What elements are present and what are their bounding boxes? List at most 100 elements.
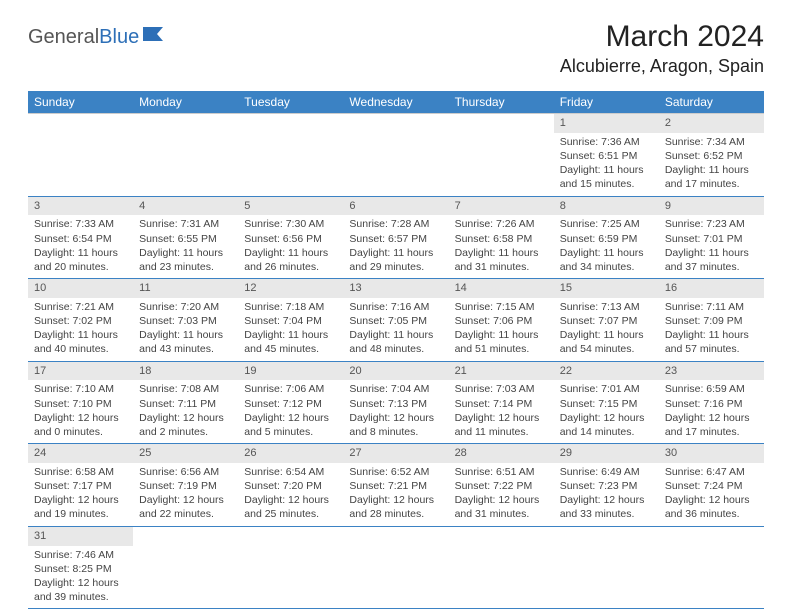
- daylight-line: Daylight: 11 hours and 23 minutes.: [139, 246, 232, 274]
- sunset-line: Sunset: 7:04 PM: [244, 314, 337, 328]
- sunset-line: Sunset: 7:15 PM: [560, 397, 653, 411]
- daylight-line: Daylight: 11 hours and 43 minutes.: [139, 328, 232, 356]
- daylight-line: Daylight: 11 hours and 26 minutes.: [244, 246, 337, 274]
- calendar-cell: 29 Sunrise: 6:49 AMSunset: 7:23 PMDayligh…: [554, 444, 659, 527]
- calendar-cell: 19Sunrise: 7:06 AMSunset: 7:12 PMDayligh…: [238, 361, 343, 444]
- sunset-line: Sunset: 6:56 PM: [244, 232, 337, 246]
- calendar-cell: 12 Sunrise: 7:18 AMSunset: 7:04 PMDayligh…: [238, 279, 343, 362]
- calendar-cell: 10Sunrise: 7:21 AMSunset: 7:02 PMDayligh…: [28, 279, 133, 362]
- sunset-line: Sunset: 7:06 PM: [455, 314, 548, 328]
- daylight-line: Daylight: 11 hours and 54 minutes.: [560, 328, 653, 356]
- day-content: Sunrise: 7:13 AMSunset: 7:07 PMDaylight:…: [554, 298, 659, 361]
- sunrise-line: Sunrise: 6:52 AM: [349, 465, 442, 479]
- day-number: 9: [659, 197, 764, 216]
- sunrise-line: Sunrise: 6:49 AM: [560, 465, 653, 479]
- calendar-cell: 21Sunrise: 7:03 AMSunset: 7:14 PMDayligh…: [449, 361, 554, 444]
- daylight-line: Daylight: 12 hours and 36 minutes.: [665, 493, 758, 521]
- calendar-cell: 18Sunrise: 7:08 AMSunset: 7:11 PMDayligh…: [133, 361, 238, 444]
- calendar-row: 3Sunrise: 7:33 AMSunset: 6:54 PMDaylight…: [28, 196, 764, 279]
- logo-text-2: Blue: [99, 26, 139, 49]
- day-number: 17: [28, 362, 133, 381]
- day-number: 12: [238, 279, 343, 298]
- day-number: 8: [554, 197, 659, 216]
- logo-text-1: General: [28, 26, 99, 49]
- day-number: 20: [343, 362, 448, 381]
- day-content: Sunrise: 7:15 AMSunset: 7:06 PMDaylight:…: [449, 298, 554, 361]
- logo-flag-icon: [143, 25, 169, 49]
- day-number: 19: [238, 362, 343, 381]
- month-title: March 2024: [560, 20, 764, 54]
- sunrise-line: Sunrise: 7:21 AM: [34, 300, 127, 314]
- calendar-cell: 17Sunrise: 7:10 AMSunset: 7:10 PMDayligh…: [28, 361, 133, 444]
- daylight-line: Daylight: 12 hours and 31 minutes.: [455, 493, 548, 521]
- day-number: 25: [133, 444, 238, 463]
- daylight-line: Daylight: 11 hours and 45 minutes.: [244, 328, 337, 356]
- sunrise-line: Sunrise: 7:30 AM: [244, 217, 337, 231]
- sunset-line: Sunset: 7:12 PM: [244, 397, 337, 411]
- daylight-line: Daylight: 11 hours and 48 minutes.: [349, 328, 442, 356]
- daylight-line: Daylight: 11 hours and 17 minutes.: [665, 163, 758, 191]
- day-header: Sunday: [28, 91, 133, 114]
- sunset-line: Sunset: 7:24 PM: [665, 479, 758, 493]
- calendar-cell: 7Sunrise: 7:26 AMSunset: 6:58 PMDaylight…: [449, 196, 554, 279]
- sunset-line: Sunset: 7:23 PM: [560, 479, 653, 493]
- calendar-cell: 9Sunrise: 7:23 AMSunset: 7:01 PMDaylight…: [659, 196, 764, 279]
- sunrise-line: Sunrise: 7:16 AM: [349, 300, 442, 314]
- day-number: 22: [554, 362, 659, 381]
- calendar-cell: 1Sunrise: 7:36 AMSunset: 6:51 PMDaylight…: [554, 114, 659, 197]
- sunrise-line: Sunrise: 7:03 AM: [455, 382, 548, 396]
- calendar-cell-empty: [133, 114, 238, 197]
- day-content: Sunrise: 7:01 AMSunset: 7:15 PMDaylight:…: [554, 380, 659, 443]
- sunset-line: Sunset: 7:20 PM: [244, 479, 337, 493]
- calendar-cell: 24Sunrise: 6:58 AMSunset: 7:17 PMDayligh…: [28, 444, 133, 527]
- day-content: Sunrise: 7:16 AMSunset: 7:05 PMDaylight:…: [343, 298, 448, 361]
- calendar-cell: 8Sunrise: 7:25 AMSunset: 6:59 PMDaylight…: [554, 196, 659, 279]
- daylight-line: Daylight: 12 hours and 33 minutes.: [560, 493, 653, 521]
- title-block: March 2024 Alcubierre, Aragon, Spain: [560, 20, 764, 77]
- day-content: Sunrise: 7:46 AMSunset: 8:25 PMDaylight:…: [28, 546, 133, 609]
- sunset-line: Sunset: 7:11 PM: [139, 397, 232, 411]
- day-number: 4: [133, 197, 238, 216]
- day-number: 10: [28, 279, 133, 298]
- calendar-cell-empty: [343, 526, 448, 609]
- day-number: 15: [554, 279, 659, 298]
- day-content: Sunrise: 7:25 AMSunset: 6:59 PMDaylight:…: [554, 215, 659, 278]
- calendar-body: 1Sunrise: 7:36 AMSunset: 6:51 PMDaylight…: [28, 114, 764, 609]
- calendar-cell: 25Sunrise: 6:56 AMSunset: 7:19 PMDayligh…: [133, 444, 238, 527]
- daylight-line: Daylight: 11 hours and 15 minutes.: [560, 163, 653, 191]
- sunset-line: Sunset: 7:07 PM: [560, 314, 653, 328]
- sunset-line: Sunset: 7:13 PM: [349, 397, 442, 411]
- day-content: Sunrise: 7:36 AMSunset: 6:51 PMDaylight:…: [554, 133, 659, 196]
- day-content: Sunrise: 7:34 AMSunset: 6:52 PMDaylight:…: [659, 133, 764, 196]
- sunrise-line: Sunrise: 6:51 AM: [455, 465, 548, 479]
- daylight-line: Daylight: 12 hours and 8 minutes.: [349, 411, 442, 439]
- day-content: Sunrise: 6:58 AMSunset: 7:17 PMDaylight:…: [28, 463, 133, 526]
- day-content: Sunrise: 6:52 AMSunset: 7:21 PMDaylight:…: [343, 463, 448, 526]
- sunrise-line: Sunrise: 7:13 AM: [560, 300, 653, 314]
- day-content: Sunrise: 7:30 AMSunset: 6:56 PMDaylight:…: [238, 215, 343, 278]
- sunset-line: Sunset: 6:51 PM: [560, 149, 653, 163]
- day-number: 29: [554, 444, 659, 463]
- location: Alcubierre, Aragon, Spain: [560, 56, 764, 77]
- day-content: Sunrise: 6:47 AMSunset: 7:24 PMDaylight:…: [659, 463, 764, 526]
- day-content: Sunrise: 7:03 AMSunset: 7:14 PMDaylight:…: [449, 380, 554, 443]
- day-header: Tuesday: [238, 91, 343, 114]
- sunrise-line: Sunrise: 7:18 AM: [244, 300, 337, 314]
- sunrise-line: Sunrise: 7:33 AM: [34, 217, 127, 231]
- calendar-row: 10Sunrise: 7:21 AMSunset: 7:02 PMDayligh…: [28, 279, 764, 362]
- day-content: Sunrise: 6:51 AMSunset: 7:22 PMDaylight:…: [449, 463, 554, 526]
- sunset-line: Sunset: 7:01 PM: [665, 232, 758, 246]
- day-content: Sunrise: 6:59 AMSunset: 7:16 PMDaylight:…: [659, 380, 764, 443]
- day-number: 21: [449, 362, 554, 381]
- sunset-line: Sunset: 6:57 PM: [349, 232, 442, 246]
- calendar-cell: 20Sunrise: 7:04 AMSunset: 7:13 PMDayligh…: [343, 361, 448, 444]
- daylight-line: Daylight: 12 hours and 14 minutes.: [560, 411, 653, 439]
- calendar-cell: 30Sunrise: 6:47 AMSunset: 7:24 PMDayligh…: [659, 444, 764, 527]
- daylight-line: Daylight: 11 hours and 40 minutes.: [34, 328, 127, 356]
- daylight-line: Daylight: 12 hours and 39 minutes.: [34, 576, 127, 604]
- day-content: Sunrise: 7:21 AMSunset: 7:02 PMDaylight:…: [28, 298, 133, 361]
- daylight-line: Daylight: 12 hours and 5 minutes.: [244, 411, 337, 439]
- sunrise-line: Sunrise: 7:26 AM: [455, 217, 548, 231]
- calendar-row: 17Sunrise: 7:10 AMSunset: 7:10 PMDayligh…: [28, 361, 764, 444]
- day-number: 26: [238, 444, 343, 463]
